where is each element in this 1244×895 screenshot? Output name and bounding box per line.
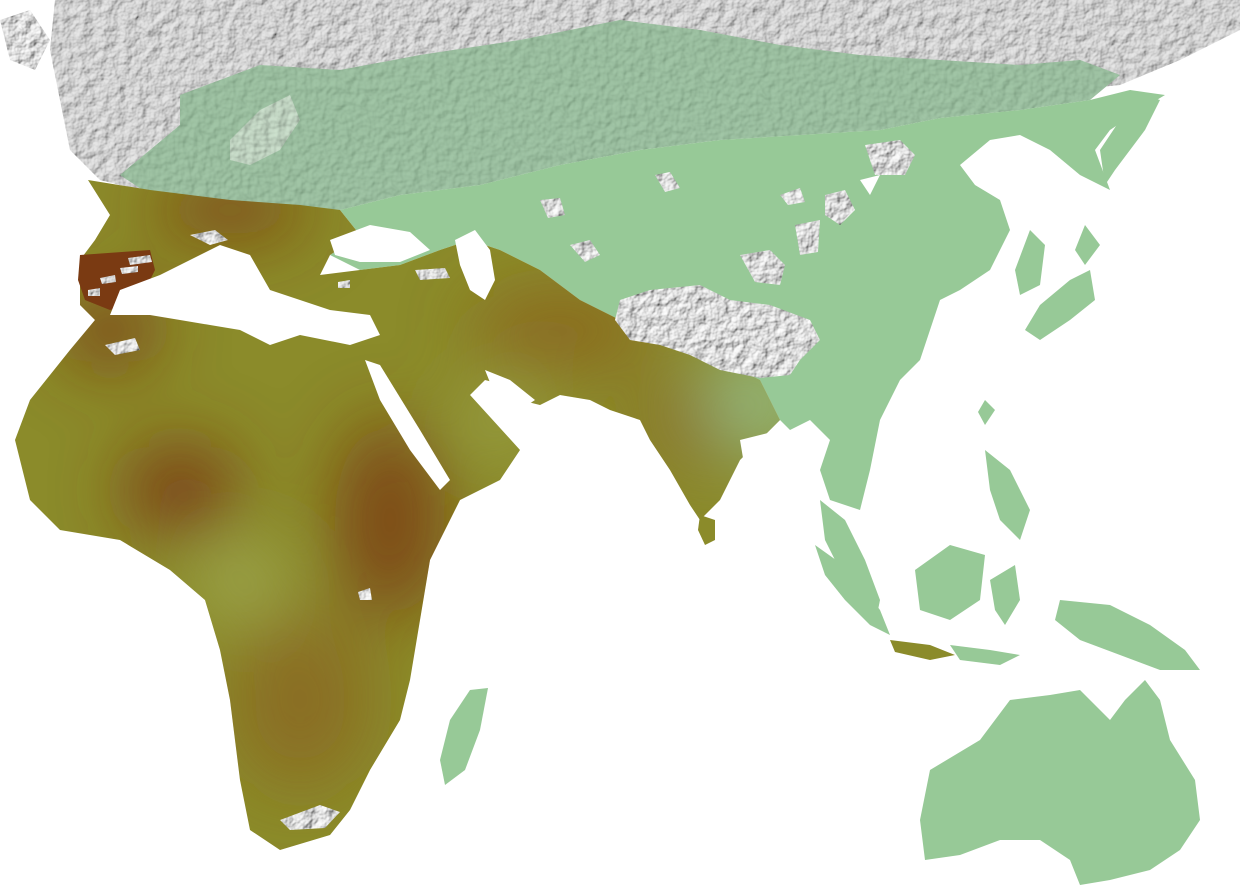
scandinavia [230, 95, 300, 165]
green-region [120, 20, 1200, 885]
inland-seas [110, 175, 880, 500]
glaciers [88, 140, 915, 830]
